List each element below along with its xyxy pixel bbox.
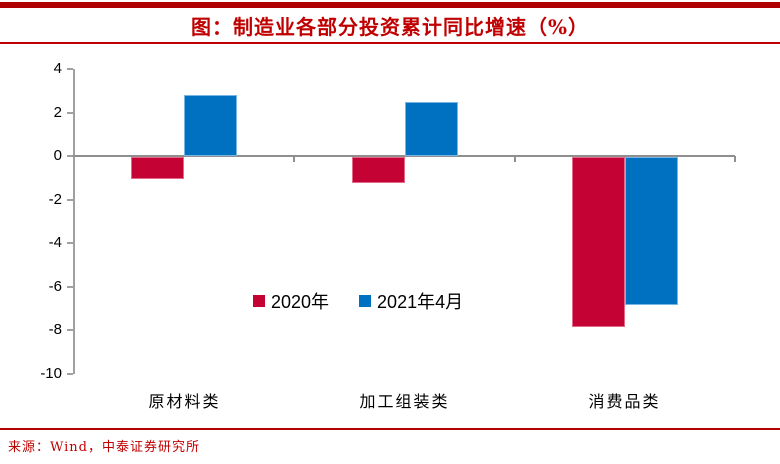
bar-2021年4月-原材料类 — [184, 95, 238, 156]
legend-item-2020: 2020年 — [253, 288, 329, 314]
y-tick-label: 0 — [53, 147, 62, 164]
y-tick-label: -10 — [40, 364, 62, 382]
category-label-raw-materials: 原材料类 — [148, 392, 221, 411]
y-tick-mark — [67, 68, 73, 70]
title-divider-line — [0, 42, 780, 44]
bar-2020年-原材料类 — [131, 157, 185, 179]
y-tick-label: 4 — [53, 60, 62, 77]
x-axis-zero-line — [73, 155, 735, 157]
y-tick-mark — [67, 111, 73, 114]
y-tick-label: -4 — [48, 234, 62, 251]
legend-swatch-blue — [359, 295, 372, 307]
legend: 2020年 2021年4月 — [253, 288, 463, 314]
legend-item-2021-apr: 2021年4月 — [359, 288, 463, 314]
x-axis-tick-mark — [293, 156, 296, 162]
x-axis-tick-mark — [513, 156, 516, 162]
y-tick-mark — [67, 242, 73, 244]
top-accent-band — [0, 2, 780, 8]
category-label-processing-assembly: 加工组装类 — [359, 392, 450, 411]
y-tick-mark — [67, 372, 73, 375]
y-tick-label: -2 — [48, 190, 62, 208]
bar-2021年4月-加工组装类 — [404, 101, 458, 156]
bar-2020年-加工组装类 — [351, 157, 405, 184]
bar-2021年4月-消费品类 — [624, 157, 678, 305]
y-tick-label: 2 — [53, 103, 62, 121]
source-note: 来源：Wind，中泰证券研究所 — [8, 440, 200, 455]
bar-2020年-消费品类 — [571, 157, 625, 327]
y-axis-line — [73, 69, 75, 374]
chart-title: 图：制造业各部分投资累计同比增速（%） — [190, 15, 589, 39]
y-tick-mark — [67, 155, 73, 157]
legend-label: 2021年4月 — [377, 292, 464, 312]
y-tick-label: -6 — [48, 277, 62, 295]
y-tick-mark — [67, 285, 73, 288]
footer-divider-line — [0, 428, 780, 430]
legend-swatch-red — [253, 295, 265, 307]
y-tick-mark — [67, 198, 73, 201]
legend-label: 2020年 — [271, 292, 330, 312]
y-tick-label: -8 — [48, 321, 62, 338]
category-label-consumer-goods: 消费品类 — [588, 392, 661, 411]
x-axis-tick-mark — [734, 156, 736, 162]
y-tick-mark — [67, 329, 73, 331]
